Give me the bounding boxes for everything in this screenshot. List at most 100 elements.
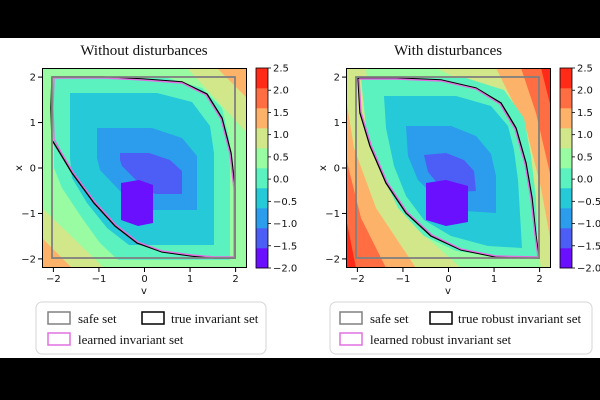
colorbar-tick-label: −1.5 (577, 241, 600, 252)
colorbar-segment (256, 88, 268, 109)
right-legend-learned-label: learned robust invariant set (370, 332, 512, 347)
colorbar-tick-label: 2.5 (577, 64, 593, 75)
colorbar-tick-label: −2.0 (273, 264, 297, 275)
colorbar-segment (560, 248, 572, 269)
colorbar-tick-label: 0.0 (273, 175, 289, 186)
colorbar-segment (256, 108, 268, 129)
right-ylabel: x (318, 165, 329, 171)
x-tick-label: −2 (46, 274, 61, 285)
colorbar-segment (560, 88, 572, 109)
colorbar-tick-label: −1.0 (577, 219, 600, 230)
colorbar-tick-label: −1.5 (273, 241, 297, 252)
right-legend-learned-swatch (339, 332, 363, 346)
right-legend-true-label: true robust invariant set (458, 311, 581, 326)
left-learned-invariant-boundary (52, 77, 235, 258)
colorbar-tick-label: 0.5 (577, 152, 593, 163)
x-tick-label: 2 (536, 274, 542, 285)
x-tick-label: 2 (232, 274, 238, 285)
right-legend-safe-swatch (339, 311, 363, 325)
colorbar-segment (256, 168, 268, 189)
x-tick-label: 1 (491, 274, 497, 285)
colorbar-segment (560, 208, 572, 229)
colorbar-tick-label: 2.0 (577, 86, 593, 97)
right-title: With disturbances (394, 43, 502, 59)
colorbar-tick-label: 2.5 (273, 64, 289, 75)
contour-band-stripe-tr-3 (541, 68, 551, 108)
contour-band-corner-bl-2 (42, 238, 72, 268)
colorbar-segment (560, 148, 572, 169)
colorbar-tick-label: −1.0 (273, 219, 297, 230)
colorbar-tick-label: −0.5 (577, 197, 600, 208)
colorbar-tick-label: 1.5 (577, 108, 593, 119)
x-tick-label: 0 (445, 274, 451, 285)
x-tick-label: −1 (396, 274, 411, 285)
y-tick-label: −2 (325, 254, 340, 265)
left-legend-true-label: true invariant set (171, 311, 259, 326)
colorbar-frame (559, 67, 573, 269)
contour-level-4 (426, 180, 468, 226)
right-true-robust-invariant-boundary (357, 77, 540, 259)
x-tick-label: 0 (141, 274, 147, 285)
x-tick-label: −2 (350, 274, 365, 285)
colorbar-segment (256, 128, 268, 149)
right-legend-true-swatch (429, 311, 453, 325)
colorbar-tick-label: 2.0 (273, 86, 289, 97)
left-axis-ticks: −2 −1 0 1 2 2 1 0 −1 −2 (21, 73, 239, 285)
contour-band-corner-bl-1 (42, 208, 104, 268)
right-plot: With disturbances −2 −1 0 1 2 2 1 0 −1 −2 v x 2.5… (318, 43, 600, 297)
contour-band-corner-tr-1 (187, 68, 247, 133)
left-legend-true-swatch (141, 311, 165, 325)
figure-canvas: Without disturbances −2 −1 0 1 2 2 1 0 −1 −2 v x … (0, 38, 600, 358)
contour-band-corner-tr-2 (217, 68, 247, 98)
colorbar-tick-label: 1.5 (273, 108, 289, 119)
left-legend-learned-swatch (47, 332, 71, 346)
right-legend-box (329, 301, 593, 355)
right-safe-set-rect (355, 76, 540, 259)
left-legend-safe-label: safe set (78, 311, 117, 326)
right-legend: safe set true robust invariant set learn… (329, 301, 593, 355)
y-tick-label: −1 (21, 209, 36, 220)
x-tick-label: −1 (92, 274, 107, 285)
colorbar-segment (560, 188, 572, 209)
colorbar-segment (560, 108, 572, 129)
right-plot-frame (346, 68, 551, 268)
right-xlabel: v (445, 286, 451, 297)
contour-band-stripe-tr-2 (521, 68, 551, 178)
left-xlabel: v (141, 286, 147, 297)
left-legend-learned-label: learned invariant set (78, 332, 184, 347)
colorbar-frame (255, 67, 269, 269)
y-tick-label: 2 (334, 73, 340, 84)
left-contour-field (42, 68, 247, 268)
colorbar-tick-label: 0.0 (577, 175, 593, 186)
colorbar-segment (560, 128, 572, 149)
right-contour-field (346, 68, 551, 268)
colorbar-segment (560, 228, 572, 249)
colorbar-segment (256, 148, 268, 169)
contour-band-stripe-bl-3 (346, 218, 356, 268)
contour-level-3 (120, 153, 182, 194)
colorbar-segment (560, 68, 572, 89)
x-tick-label: 1 (187, 274, 193, 285)
colorbar-segment (256, 248, 268, 269)
right-legend-safe-label: safe set (370, 311, 409, 326)
right-axis-ticks: −2 −1 0 1 2 2 1 0 −1 −2 (325, 73, 543, 285)
left-colorbar: 2.5 2.0 1.5 1.0 0.5 0.0 −0.5 −1.0 −1.5 −2.0 (255, 64, 297, 275)
right-learned-robust-invariant-boundary (358, 78, 539, 258)
colorbar-segment (256, 228, 268, 249)
left-ylabel: x (14, 165, 25, 171)
colorbar-segment (560, 168, 572, 189)
colorbar-segment (256, 68, 268, 89)
colorbar-tick-label: −2.0 (577, 264, 600, 275)
left-safe-set-rect (51, 76, 236, 259)
y-tick-label: 1 (30, 118, 36, 129)
left-plot-frame (42, 68, 247, 268)
left-title: Without disturbances (80, 43, 207, 59)
right-colorbar: 2.5 2.0 1.5 1.0 0.5 0.0 −0.5 −1.0 −1.5 −2.0 (559, 64, 600, 275)
y-tick-label: 0 (334, 164, 340, 175)
right-plot-area (346, 68, 551, 268)
left-legend-safe-swatch (47, 311, 71, 325)
colorbar-segment (256, 208, 268, 229)
